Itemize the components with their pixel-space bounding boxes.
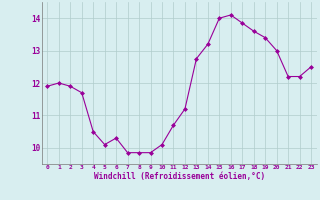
X-axis label: Windchill (Refroidissement éolien,°C): Windchill (Refroidissement éolien,°C) xyxy=(94,172,265,181)
